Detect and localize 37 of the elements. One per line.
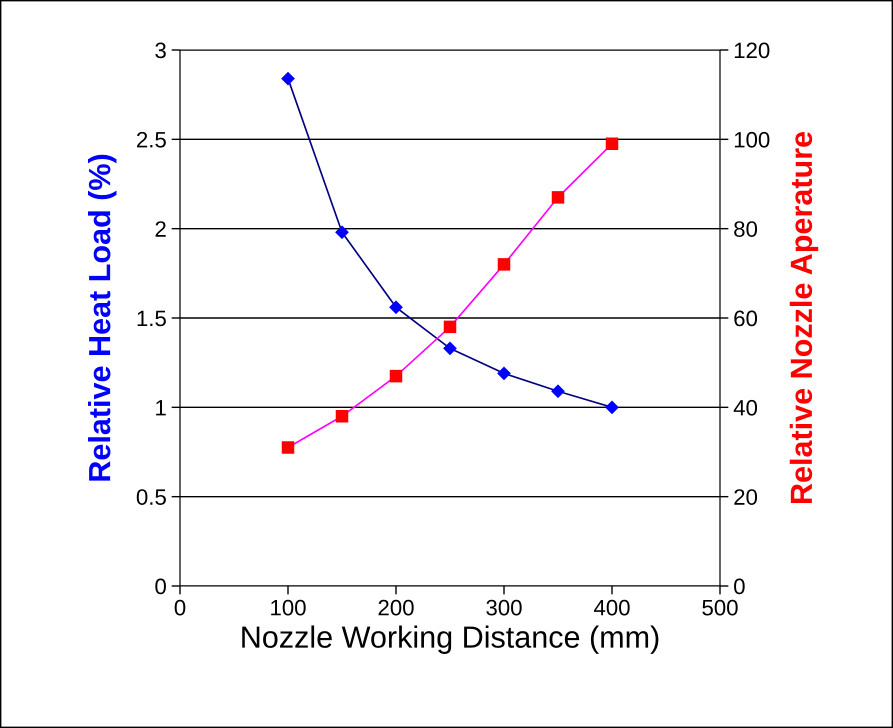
y-tick-label: 2.5 bbox=[137, 132, 166, 148]
point bbox=[389, 300, 403, 314]
point bbox=[281, 72, 295, 86]
x-tick-label: 400 bbox=[594, 600, 630, 616]
y2-axis-title: Relative Nozzle Aperature bbox=[790, 132, 818, 504]
x-axis-title: Nozzle Working Distance (mm) bbox=[242, 625, 658, 654]
point bbox=[606, 138, 618, 150]
y2-tick-label: 20 bbox=[734, 489, 758, 505]
point bbox=[497, 366, 511, 380]
y2-tick-label: 100 bbox=[734, 132, 770, 148]
point bbox=[552, 191, 564, 204]
y-axis-title: Relative Heat Load (%) bbox=[88, 154, 116, 481]
y-tick-label: 1.5 bbox=[138, 310, 166, 326]
point bbox=[390, 370, 402, 382]
point bbox=[443, 342, 457, 355]
y2-tick-label: 40 bbox=[734, 400, 758, 416]
y-tick-label: 0 bbox=[155, 578, 166, 594]
point bbox=[551, 384, 565, 398]
point bbox=[605, 400, 619, 414]
y-tick-label: 0.5 bbox=[136, 489, 166, 505]
y2-tick-label: 120 bbox=[734, 42, 770, 58]
y2-tick-label: 80 bbox=[734, 221, 758, 237]
point bbox=[336, 410, 348, 423]
y-tick-label: 1 bbox=[156, 400, 166, 416]
x-tick-label: 300 bbox=[486, 600, 522, 616]
y-tick-label: 2 bbox=[156, 221, 166, 237]
point bbox=[282, 441, 294, 454]
x-tick-label: 0 bbox=[174, 600, 186, 616]
y-tick-label: 3 bbox=[155, 42, 166, 58]
x-tick-label: 200 bbox=[378, 600, 414, 616]
point bbox=[335, 226, 349, 239]
x-tick-label: 100 bbox=[271, 600, 306, 616]
x-tick-label: 500 bbox=[702, 600, 738, 616]
y2-tick-label: 60 bbox=[734, 310, 758, 326]
point bbox=[444, 320, 456, 334]
point bbox=[498, 258, 510, 271]
y2-tick-label: 0 bbox=[734, 578, 745, 594]
